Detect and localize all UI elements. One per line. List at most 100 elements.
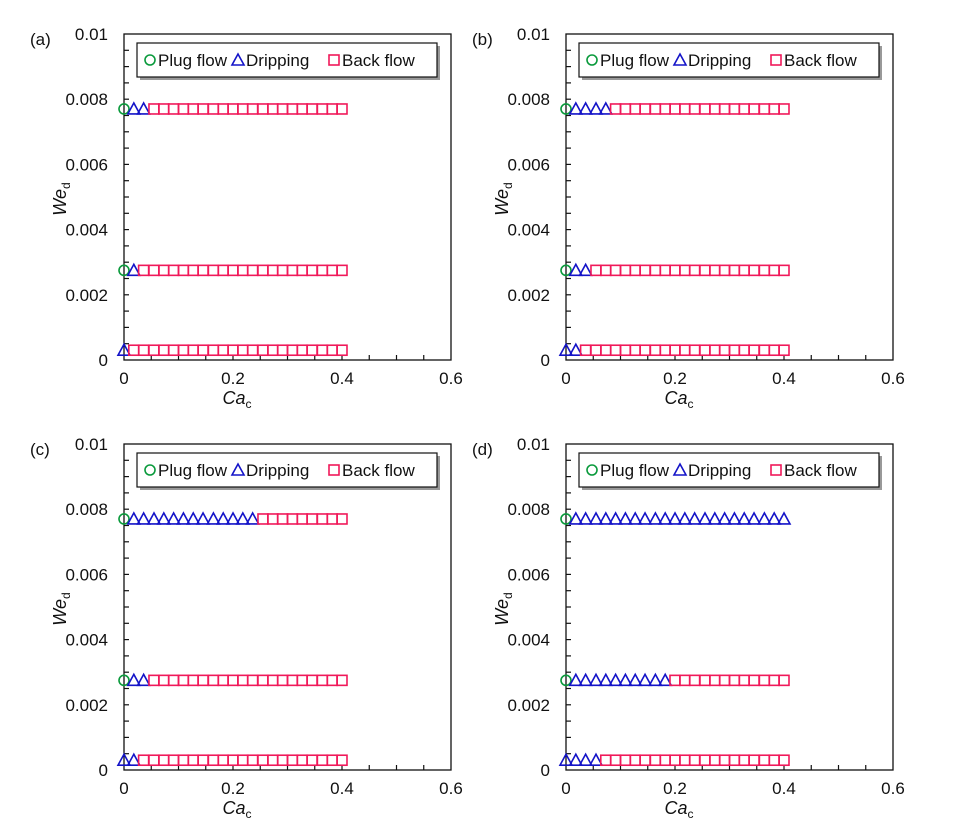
data-point — [237, 674, 249, 687]
data-point — [748, 344, 760, 357]
data-point — [306, 344, 318, 357]
data-point — [659, 754, 671, 767]
data-point — [718, 264, 731, 277]
panel-label: (b) — [472, 30, 493, 49]
data-point — [157, 264, 170, 277]
data-point — [197, 754, 209, 767]
data-point — [578, 672, 593, 687]
series-plug-flow — [118, 103, 130, 277]
data-point — [197, 103, 209, 115]
data-point — [609, 103, 622, 115]
data-point — [167, 103, 180, 115]
panel-label: (d) — [472, 440, 493, 459]
plot-frame — [123, 443, 452, 771]
data-point — [286, 264, 299, 277]
data-point — [326, 674, 338, 687]
data-point — [207, 344, 220, 357]
y-tick-label: 0.004 — [507, 631, 550, 650]
data-point — [148, 103, 160, 115]
plot-frame — [565, 443, 894, 771]
y-axis-label: Wed — [50, 182, 73, 215]
data-point — [167, 344, 180, 357]
data-point — [558, 752, 574, 767]
data-point — [148, 674, 160, 687]
legend-label: Back flow — [342, 51, 415, 70]
data-point — [728, 674, 741, 687]
y-tick-label: 0.004 — [507, 221, 550, 240]
data-point — [276, 264, 289, 277]
data-point — [217, 344, 229, 357]
x-tick-label: 0.4 — [772, 369, 796, 388]
chart-panel-a: (a) 0 0.2 0.4 0.6 0 0.002 0.004 0.006 0.008 0.01 Ca… — [30, 25, 463, 411]
y-tick-label: 0.01 — [517, 435, 550, 454]
data-point — [257, 344, 269, 357]
data-point — [718, 344, 731, 357]
data-point — [257, 674, 269, 687]
y-axis-label-sub: d — [501, 182, 515, 189]
data-point — [177, 344, 190, 357]
data-point — [560, 103, 572, 115]
data-point — [679, 754, 691, 767]
data-point — [649, 344, 662, 357]
data-point — [598, 672, 614, 687]
data-point — [116, 342, 132, 357]
x-tick-label: 0.4 — [330, 369, 354, 388]
data-point — [618, 672, 633, 687]
data-point — [157, 754, 170, 767]
data-point — [687, 511, 702, 525]
data-point — [699, 674, 711, 687]
data-point — [257, 513, 269, 525]
y-tick-label: 0 — [541, 351, 550, 370]
y-axis-label: Wed — [492, 592, 515, 625]
data-point — [206, 511, 221, 525]
data-point — [137, 264, 150, 277]
data-point — [227, 264, 239, 277]
series-plug-flow — [118, 513, 130, 687]
y-axis-label: Wed — [50, 592, 73, 625]
y-tick-label: 0.008 — [65, 500, 108, 519]
data-point — [246, 674, 259, 687]
data-point — [266, 754, 279, 767]
y-axis-label: Wed — [492, 182, 515, 215]
data-point — [286, 674, 299, 687]
data-point — [748, 264, 760, 277]
x-axis-label: Cac — [222, 798, 251, 821]
series-plug-flow — [560, 513, 572, 687]
data-point — [195, 511, 211, 525]
y-tick-label: 0.01 — [75, 25, 108, 44]
data-point — [627, 672, 643, 687]
panel-label: (a) — [30, 30, 51, 49]
data-point — [207, 264, 220, 277]
data-point — [185, 511, 201, 525]
legend-label: Plug flow — [600, 51, 670, 70]
data-point — [649, 103, 662, 115]
x-tick-label: 0 — [561, 779, 570, 798]
data-point — [669, 103, 681, 115]
data-point — [136, 101, 151, 115]
legend: Plug flow Dripping Back flow — [136, 452, 440, 490]
data-point — [227, 754, 239, 767]
data-point — [126, 752, 142, 767]
legend-label: Dripping — [246, 51, 309, 70]
data-point — [708, 103, 721, 115]
legend-marker-square-icon — [770, 464, 782, 476]
data-point — [217, 103, 229, 115]
x-axis-label-sub: c — [246, 397, 252, 411]
plot-frame — [123, 33, 452, 361]
data-point — [237, 344, 249, 357]
data-point — [619, 754, 632, 767]
legend-label: Dripping — [688, 51, 751, 70]
data-point — [266, 264, 279, 277]
data-point — [758, 344, 771, 357]
data-point — [738, 344, 751, 357]
data-point — [699, 754, 711, 767]
data-point — [659, 264, 671, 277]
x-tick-label: 0.2 — [663, 369, 687, 388]
data-point — [738, 264, 751, 277]
series-dripping — [116, 101, 151, 357]
data-point — [197, 344, 209, 357]
data-point — [629, 264, 642, 277]
data-point — [746, 511, 762, 525]
data-point — [137, 344, 150, 357]
legend-box — [578, 42, 880, 78]
